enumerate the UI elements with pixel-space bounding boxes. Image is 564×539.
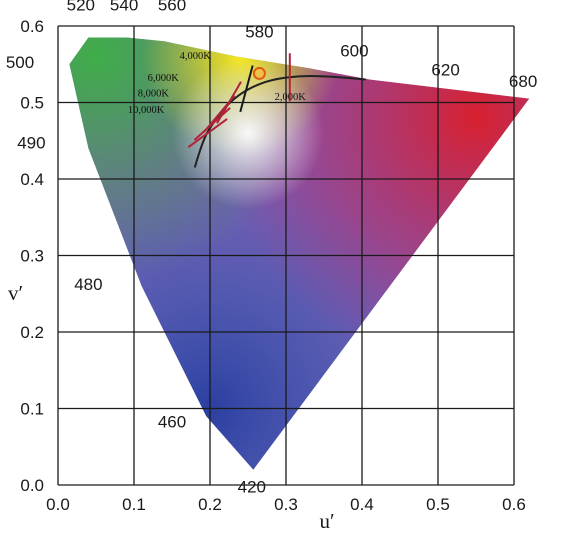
wavelength-labels: 420 460 480 490 500 520 540 560 580 600 620 680 <box>6 0 537 497</box>
isotherm-line <box>187 118 228 149</box>
isotherm-lines <box>187 53 291 149</box>
wavelength-label: 580 <box>245 22 273 41</box>
x-tick-label: 0.3 <box>274 495 298 514</box>
wavelength-label: 540 <box>110 0 138 15</box>
wavelength-label: 600 <box>340 42 368 61</box>
isotherm-line <box>193 107 231 141</box>
x-tick-label: 0.6 <box>502 495 526 514</box>
y-tick-label: 0.3 <box>20 247 44 266</box>
grid-lines <box>57 25 515 486</box>
axis-tick-labels: 0.0 0.1 0.2 0.3 0.4 0.5 0.6 0.0 0.1 0.2 0.3 0.4 0.5 0… <box>20 17 525 514</box>
wavelength-label: 680 <box>509 72 537 91</box>
planckian-locus <box>193 75 366 168</box>
wavelength-label: 620 <box>431 61 459 80</box>
wavelength-label: 460 <box>158 413 186 432</box>
x-tick-label: 0.4 <box>350 495 374 514</box>
x-axis-label: u′ <box>319 509 334 533</box>
y-tick-label: 0.0 <box>20 476 44 495</box>
white-point-marker <box>252 66 266 80</box>
temperature-label: 4,000K <box>180 51 212 62</box>
x-tick-label: 0.0 <box>46 495 70 514</box>
x-tick-label: 0.1 <box>122 495 146 514</box>
isotherm-line <box>239 65 254 113</box>
temperature-label: 8,000K <box>138 88 170 99</box>
wavelength-label: 500 <box>6 53 34 72</box>
y-tick-label: 0.5 <box>20 94 44 113</box>
wavelength-label: 560 <box>158 0 186 15</box>
white-point-circle <box>252 66 266 80</box>
y-axis-label: v′ <box>8 281 23 305</box>
planckian-curve <box>193 75 366 168</box>
wavelength-label: 490 <box>17 133 45 152</box>
y-tick-label: 0.6 <box>20 17 44 36</box>
temperature-label: 2,000K <box>275 92 307 103</box>
temperature-label: 10,000K <box>128 105 165 116</box>
temperature-label: 6,000K <box>148 73 180 84</box>
x-tick-label: 0.5 <box>426 495 450 514</box>
wavelength-label: 520 <box>67 0 95 15</box>
y-tick-label: 0.1 <box>20 400 44 419</box>
x-tick-label: 0.2 <box>198 495 222 514</box>
wavelength-label: 480 <box>74 275 102 294</box>
wavelength-label: 420 <box>238 478 266 497</box>
y-tick-label: 0.4 <box>20 170 44 189</box>
y-tick-label: 0.2 <box>20 323 44 342</box>
